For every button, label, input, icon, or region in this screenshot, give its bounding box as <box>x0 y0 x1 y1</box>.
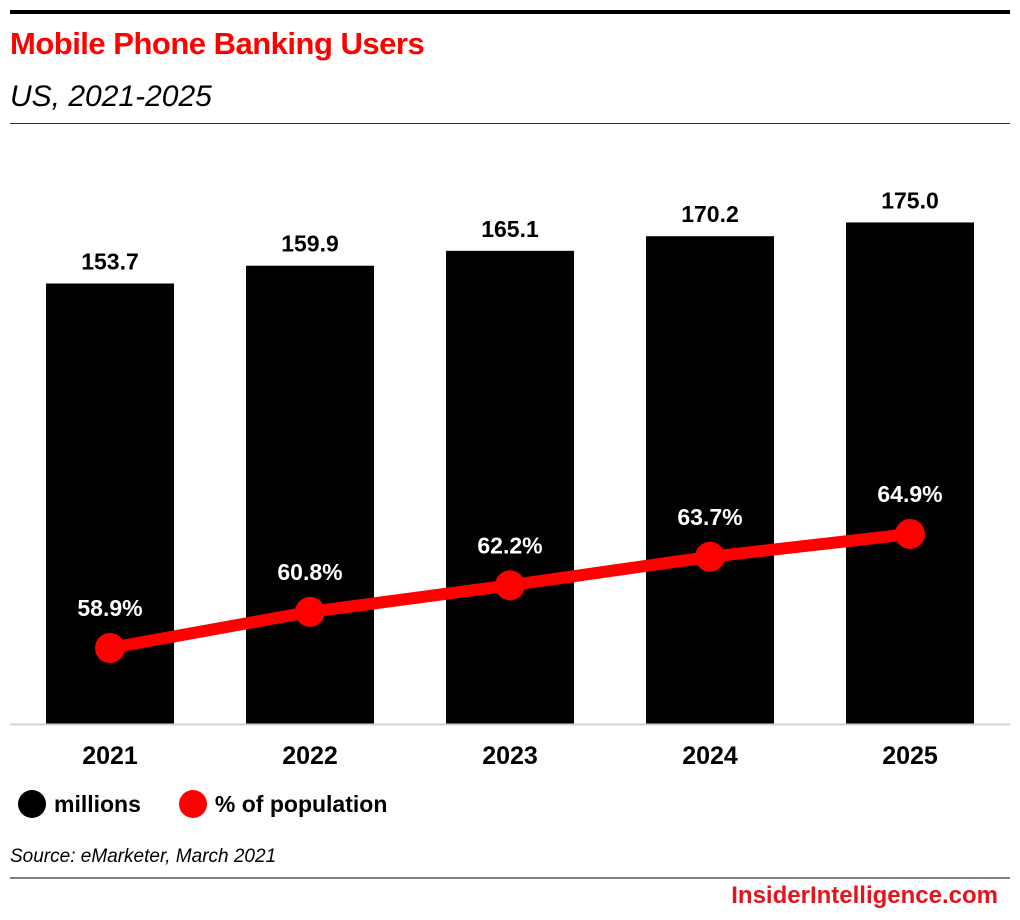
chart-subtitle: US, 2021-2025 <box>10 80 212 113</box>
top-rule <box>10 10 1010 14</box>
bar-value-label-2025: 175.0 <box>881 187 939 213</box>
population-value-label-2024: 63.7% <box>677 504 742 530</box>
legend: millions % of population <box>18 790 425 818</box>
legend-item-population: % of population <box>178 790 388 818</box>
legend-swatch-millions <box>18 790 46 818</box>
source-note: Source: eMarketer, March 2021 <box>10 846 277 867</box>
population-value-label-2025: 64.9% <box>877 481 942 507</box>
bar-value-label-2024: 170.2 <box>681 201 739 227</box>
chart-area: 153.7 2021 159.9 2022 165.1 2023 170.2 2024 175.… <box>10 187 1010 770</box>
legend-label-millions: millions <box>54 790 141 817</box>
population-point-2022 <box>295 596 325 627</box>
population-point-2024 <box>695 541 725 572</box>
brand-logo: InsiderIntelligence.com <box>731 882 998 909</box>
population-point-2021 <box>95 633 125 663</box>
bar-2025 <box>846 222 974 724</box>
legend-swatch-population <box>178 790 207 818</box>
legend-label-population: % of population <box>214 790 388 817</box>
legend-item-millions: millions <box>18 790 141 818</box>
bar-2024 <box>646 236 774 725</box>
subtitle-rule <box>10 123 1010 124</box>
x-tick-label-2023: 2023 <box>482 742 538 770</box>
population-value-label-2023: 62.2% <box>477 532 542 558</box>
population-point-2025 <box>895 519 925 549</box>
x-tick-label-2025: 2025 <box>882 742 938 770</box>
bar-2023 <box>446 250 574 724</box>
bar-value-label-2022: 159.9 <box>281 231 339 257</box>
bottom-rule <box>10 877 1010 879</box>
x-tick-label-2024: 2024 <box>682 742 738 770</box>
bar-value-label-2023: 165.1 <box>481 216 539 242</box>
population-value-label-2021: 58.9% <box>77 595 142 621</box>
population-point-2023 <box>495 570 525 601</box>
bar-value-label-2021: 153.7 <box>81 248 139 274</box>
population-value-label-2022: 60.8% <box>277 559 342 585</box>
chart-title: Mobile Phone Banking Users <box>10 26 425 61</box>
x-tick-label-2021: 2021 <box>82 742 138 770</box>
bar-2022 <box>246 265 374 724</box>
x-tick-label-2022: 2022 <box>282 742 338 770</box>
